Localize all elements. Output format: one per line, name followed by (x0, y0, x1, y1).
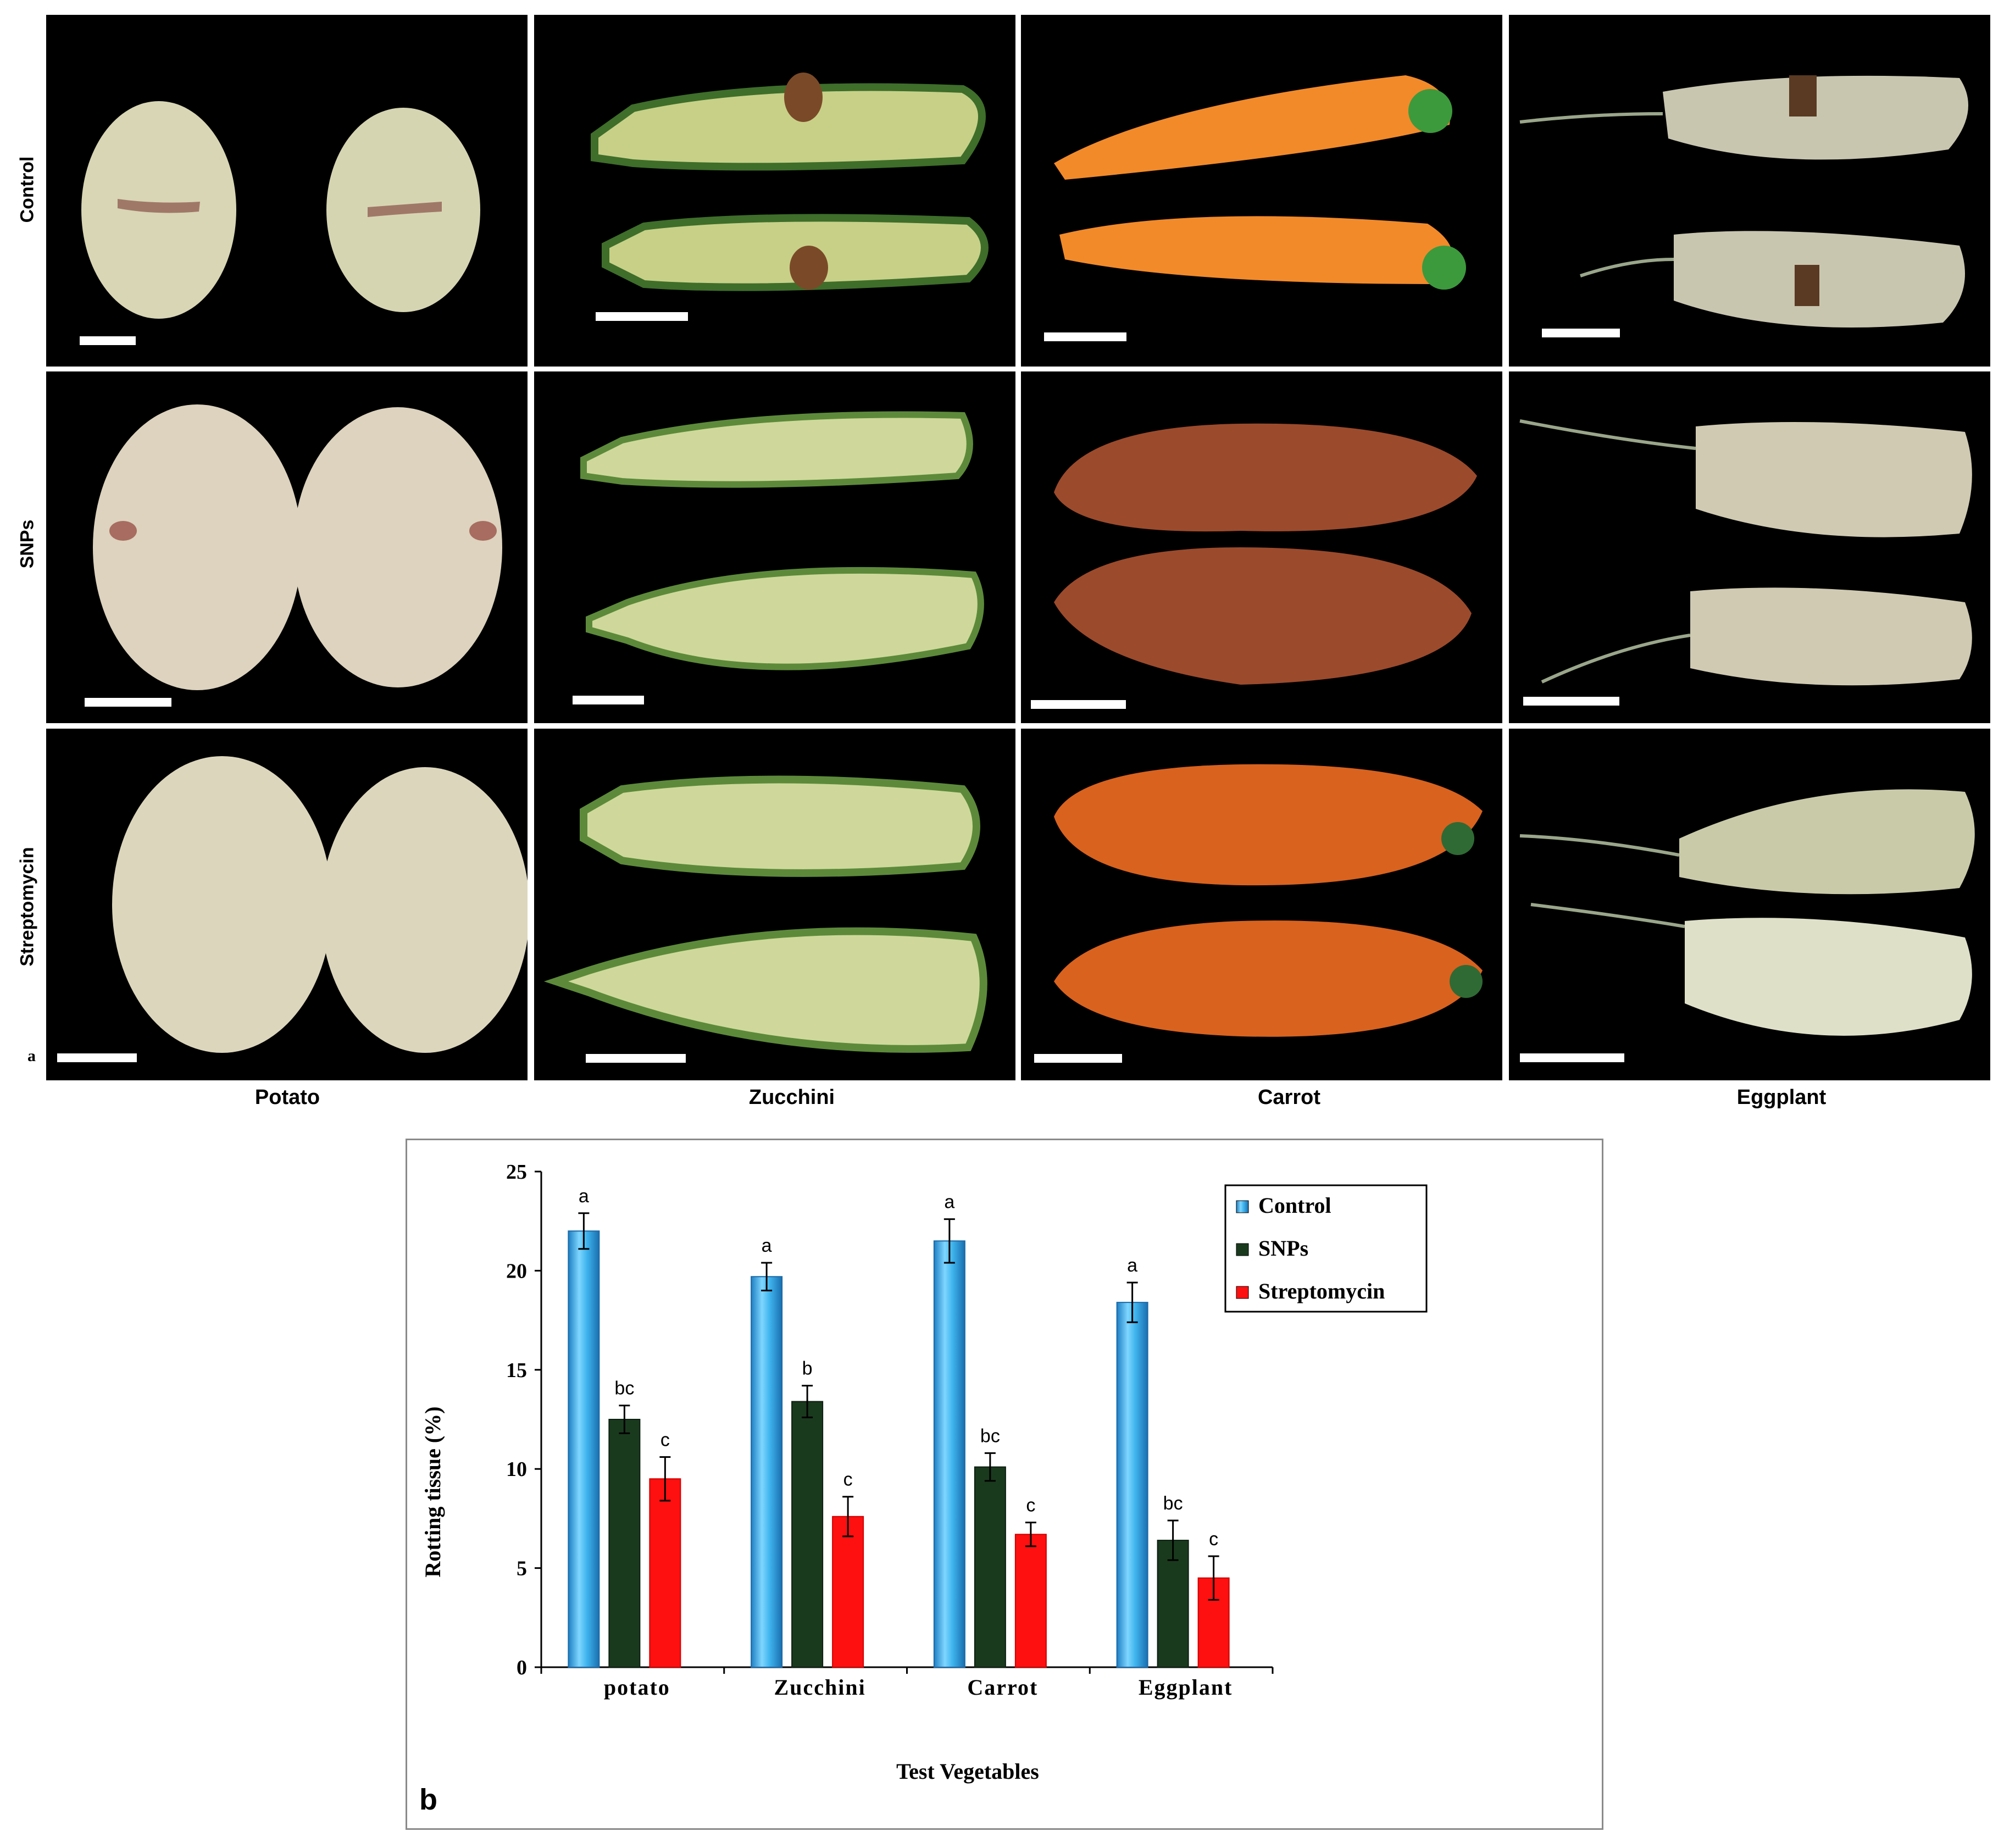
photo-eggplant-streptomycin (1509, 729, 1990, 1080)
col-label-zucchini: Zucchini (748, 1086, 835, 1109)
significance-label: bc (1163, 1493, 1183, 1514)
significance-label: c (843, 1469, 853, 1490)
scale-bar (1520, 1053, 1624, 1062)
significance-label: a (1127, 1255, 1137, 1276)
scale-bar (1542, 329, 1620, 337)
significance-label: c (660, 1430, 670, 1451)
y-tick-label: 5 (517, 1557, 527, 1580)
bar-snps-eggplant (1157, 1540, 1189, 1668)
photo-carrot-snps (1021, 371, 1502, 723)
bar-control-zucchini (751, 1276, 783, 1668)
scale-bar (1044, 332, 1126, 341)
photo-potato-streptomycin (46, 729, 528, 1080)
significance-label: b (802, 1358, 813, 1379)
legend-swatch-control (1236, 1200, 1249, 1213)
y-tick-label: 0 (517, 1656, 527, 1679)
photo-zucchini-control (534, 15, 1015, 367)
bar-control-eggplant (1116, 1302, 1148, 1668)
photo-zucchini-streptomycin (534, 729, 1015, 1080)
legend-label-control: Control (1258, 1193, 1331, 1218)
bar-snps-potato (608, 1419, 641, 1668)
photo-potato-control (46, 15, 528, 367)
significance-label: c (1209, 1529, 1218, 1550)
y-tick-label: 20 (506, 1259, 527, 1283)
significance-label: a (762, 1235, 772, 1256)
bar-control-potato (568, 1230, 600, 1668)
bar-streptomycin-potato (649, 1478, 681, 1668)
scale-bar (1034, 1054, 1122, 1063)
bar-snps-carrot (974, 1466, 1006, 1668)
y-tick-label: 15 (506, 1359, 527, 1382)
legend-label-streptomycin: Streptomycin (1258, 1279, 1385, 1303)
panel-letter-a: a (27, 1047, 36, 1065)
x-tick-label: potato (604, 1675, 670, 1700)
photo-grid: Control SNPs Streptomycin (16, 15, 1990, 1109)
row-label-streptomycin: Streptomycin (16, 847, 38, 967)
scale-bar (586, 1054, 686, 1063)
photo-eggplant-snps (1509, 371, 1990, 723)
scale-bar (573, 696, 644, 704)
y-tick-label: 25 (506, 1161, 527, 1184)
legend-swatch-streptomycin (1236, 1286, 1249, 1299)
panel-letter-b: b (419, 1783, 437, 1816)
photo-carrot-streptomycin (1021, 729, 1502, 1080)
bar-snps-zucchini (791, 1401, 824, 1668)
scale-bar (1031, 700, 1126, 709)
scale-bar (85, 698, 171, 707)
x-tick-label: Eggplant (1139, 1675, 1233, 1700)
bar-chart: 0 5 10 15 20 25 potato Zucchini Carrot Eggplant a… (419, 1161, 1428, 1816)
x-axis-label: Test Vegetables (896, 1759, 1039, 1784)
chart-frame: 0 5 10 15 20 25 potato Zucchini Carrot Eggplant a… (406, 1139, 1603, 1830)
col-label-eggplant: Eggplant (1736, 1086, 1827, 1109)
scale-bar (596, 312, 688, 321)
photo-carrot-control (1021, 15, 1502, 367)
col-label-potato: Potato (254, 1086, 320, 1109)
scale-bar (57, 1053, 137, 1062)
y-tick-label: 10 (506, 1458, 527, 1481)
photo-potato-snps (46, 371, 528, 723)
scale-bar (80, 336, 136, 345)
significance-label: bc (614, 1378, 634, 1399)
bar-streptomycin-carrot (1014, 1534, 1047, 1668)
legend-label-snps: SNPs (1258, 1236, 1308, 1261)
col-label-carrot: Carrot (1257, 1086, 1321, 1109)
row-label-control: Control (16, 156, 38, 223)
significance-label: bc (980, 1425, 1000, 1446)
scale-bar (1523, 697, 1619, 706)
significance-label: c (1026, 1495, 1035, 1516)
photo-eggplant-control (1509, 15, 1990, 367)
bar-streptomycin-zucchini (832, 1516, 864, 1668)
y-axis-label: Rotting tissue (%) (420, 1406, 445, 1577)
row-label-snps: SNPs (16, 519, 38, 569)
photo-zucchini-snps (534, 371, 1015, 723)
bar-control-carrot (933, 1240, 965, 1668)
significance-label: a (944, 1192, 954, 1213)
legend-swatch-snps (1236, 1243, 1249, 1256)
x-tick-label: Zucchini (774, 1675, 866, 1700)
legend-box (1224, 1184, 1428, 1313)
significance-label: a (579, 1186, 589, 1207)
x-tick-label: Carrot (967, 1675, 1038, 1700)
